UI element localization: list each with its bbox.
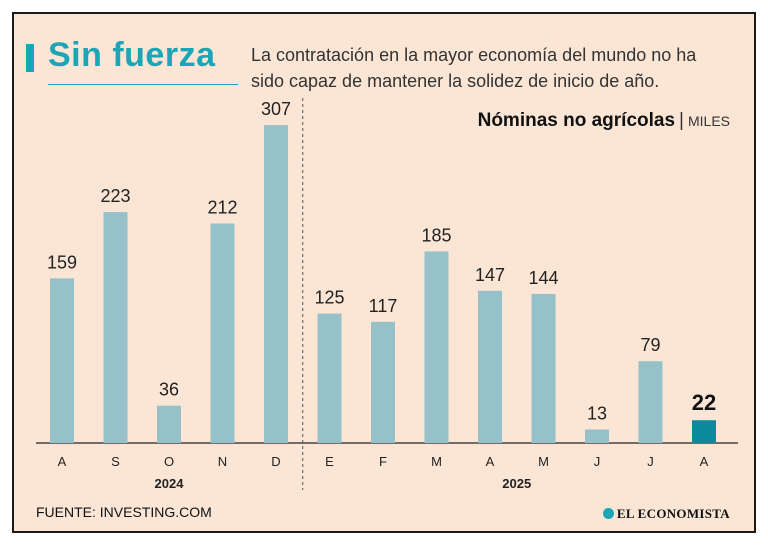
chart-title-separator: | bbox=[679, 110, 684, 131]
data-label: 159 bbox=[47, 252, 77, 272]
bar bbox=[638, 361, 663, 443]
x-tick-label: O bbox=[164, 454, 174, 469]
x-tick-label: S bbox=[111, 454, 120, 469]
bar bbox=[264, 125, 288, 444]
bar bbox=[585, 429, 609, 443]
data-label: 223 bbox=[100, 186, 130, 206]
x-tick-label: N bbox=[218, 454, 227, 469]
bar bbox=[692, 420, 716, 443]
bar bbox=[210, 223, 235, 443]
source-note: FUENTE: INVESTING.COM bbox=[36, 504, 212, 520]
bar bbox=[157, 405, 181, 443]
data-label: 22 bbox=[692, 390, 716, 415]
x-tick-label: J bbox=[647, 454, 654, 469]
bar bbox=[371, 321, 395, 443]
x-tick-label: A bbox=[58, 454, 67, 469]
x-tick-label: M bbox=[538, 454, 549, 469]
bar bbox=[424, 251, 449, 443]
x-tick-label: M bbox=[431, 454, 442, 469]
publisher-logo: EL ECONOMISTA bbox=[602, 506, 730, 522]
data-label: 307 bbox=[261, 99, 291, 119]
logo-icon bbox=[602, 508, 614, 519]
data-label: 144 bbox=[528, 268, 558, 288]
year-label: 2025 bbox=[502, 476, 531, 491]
x-tick-label: A bbox=[700, 454, 709, 469]
x-tick-label: A bbox=[486, 454, 495, 469]
year-label: 2024 bbox=[155, 476, 185, 491]
page-title: Sin fuerza bbox=[48, 36, 216, 74]
title-underline bbox=[48, 84, 238, 85]
chart-frame: Sin fuerza La contratación en la mayor e… bbox=[12, 12, 756, 533]
chart-unit: MILES bbox=[687, 113, 730, 129]
chart-title: Nóminas no agrícolas | MILES bbox=[478, 110, 730, 132]
subtitle: La contratación en la mayor economía del… bbox=[251, 45, 697, 91]
bar bbox=[103, 212, 128, 443]
chart-title-text: Nóminas no agrícolas bbox=[477, 110, 676, 131]
x-tick-label: F bbox=[379, 454, 387, 469]
title-accent-bar bbox=[26, 44, 34, 72]
bar bbox=[317, 313, 342, 443]
bar bbox=[50, 278, 74, 443]
data-label: 36 bbox=[159, 380, 179, 400]
data-label: 13 bbox=[587, 404, 607, 424]
data-label: 117 bbox=[369, 296, 398, 316]
logo-text: EL ECONOMISTA bbox=[616, 506, 730, 521]
data-label: 147 bbox=[475, 265, 505, 285]
x-tick-label: D bbox=[271, 454, 280, 469]
x-tick-label: E bbox=[325, 454, 334, 469]
x-tick-label: J bbox=[594, 454, 601, 469]
data-label: 125 bbox=[314, 288, 344, 308]
bar bbox=[531, 293, 556, 443]
bar bbox=[478, 290, 502, 443]
data-label: 79 bbox=[640, 335, 660, 355]
data-label: 212 bbox=[207, 197, 237, 217]
data-label: 185 bbox=[421, 225, 451, 245]
